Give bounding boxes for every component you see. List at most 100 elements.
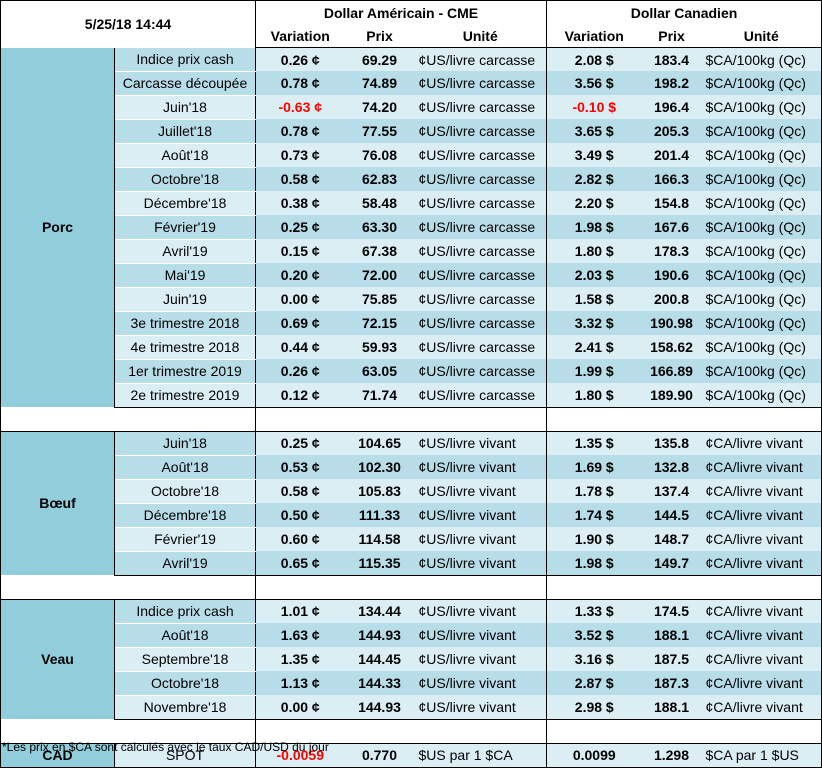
- boeuf-row: Octobre'18 0.58 ¢ 105.83 ¢US/livre vivant 1.…: [1, 479, 822, 504]
- spacer-row: [0, 407, 822, 432]
- porc-ca-prix: 205.3: [641, 119, 702, 143]
- porc-ca-variation: -0.10 $: [546, 95, 642, 119]
- porc-row: Décembre'18 0.38 ¢ 58.48 ¢US/livre carcasse…: [1, 191, 822, 216]
- porc-us-unite: ¢US/livre carcasse: [414, 95, 547, 119]
- porc-ca-unite: $CA/100kg (Qc): [701, 239, 822, 263]
- boeuf-contract-name: Juin'18: [114, 431, 256, 456]
- veau-us-unite: ¢US/livre vivant: [414, 599, 547, 623]
- porc-us-prix: 75.85: [344, 287, 415, 311]
- porc-contract-name: Mai'19: [114, 263, 256, 288]
- veau-ca-unite: ¢CA/livre vivant: [701, 695, 822, 720]
- us-group-header: Dollar Américain - CME: [255, 0, 547, 24]
- veau-us-unite: ¢US/livre vivant: [414, 623, 547, 647]
- veau-ca-unite: ¢CA/livre vivant: [701, 671, 822, 695]
- porc-ca-prix: 166.89: [641, 359, 702, 383]
- porc-us-prix: 63.05: [344, 359, 415, 383]
- porc-row: 2e trimestre 2019 0.12 ¢ 71.74 ¢US/livre ca…: [1, 383, 822, 408]
- boeuf-us-prix: 115.35: [344, 551, 415, 576]
- boeuf-row: Bœuf Juin'18 0.25 ¢ 104.65 ¢US/livre vivant 1…: [0, 431, 822, 575]
- boeuf-ca-variation: 1.35 $: [546, 431, 642, 455]
- boeuf-us-variation: 0.58 ¢: [255, 479, 345, 503]
- boeuf-us-unite: ¢US/livre vivant: [414, 431, 547, 455]
- porc-us-unite: ¢US/livre carcasse: [414, 119, 547, 143]
- boeuf-contract-name: Février'19: [114, 527, 256, 552]
- porc-contract-name: Juin'19: [114, 287, 256, 312]
- boeuf-us-unite: ¢US/livre vivant: [414, 503, 547, 527]
- veau-ca-prix: 174.5: [641, 599, 702, 623]
- boeuf-ca-unite: ¢CA/livre vivant: [701, 551, 822, 576]
- porc-ca-unite: $CA/100kg (Qc): [701, 215, 822, 239]
- timestamp: 5/25/18 14:44: [0, 0, 256, 48]
- porc-us-unite: ¢US/livre carcasse: [414, 143, 547, 167]
- veau-us-variation: 1.01 ¢: [255, 599, 345, 623]
- veau-us-prix: 144.93: [344, 623, 415, 647]
- ca-unite-header: Unité: [701, 24, 822, 48]
- veau-contract-name: Septembre'18: [114, 647, 256, 672]
- porc-ca-prix: 190.6: [641, 263, 702, 287]
- veau-us-variation: 1.63 ¢: [255, 623, 345, 647]
- boeuf-us-prix: 104.65: [344, 431, 415, 455]
- boeuf-us-variation: 0.25 ¢: [255, 431, 345, 455]
- boeuf-ca-variation: 1.90 $: [546, 527, 642, 551]
- header-row-2: Variation Prix Unité Variation Prix Unité: [1, 24, 822, 48]
- porc-ca-prix: 158.62: [641, 335, 702, 359]
- boeuf-row: Août'18 0.53 ¢ 102.30 ¢US/livre vivant 1.69 …: [1, 455, 822, 480]
- boeuf-ca-prix: 148.7: [641, 527, 702, 551]
- porc-row: Porc Indice prix cash 0.26 ¢ 69.29 ¢US/livre…: [0, 47, 822, 407]
- porc-ca-variation: 1.99 $: [546, 359, 642, 383]
- boeuf-row: Février'19 0.60 ¢ 114.58 ¢US/livre vivant 1.…: [1, 527, 822, 552]
- porc-us-unite: ¢US/livre carcasse: [414, 383, 547, 408]
- porc-us-variation: 0.69 ¢: [255, 311, 345, 335]
- cad-ca-variation: 0.0099: [546, 743, 642, 768]
- porc-us-variation: 0.78 ¢: [255, 71, 345, 95]
- cad-ca-prix: 1.298: [641, 743, 702, 768]
- porc-row: Juin'19 0.00 ¢ 75.85 ¢US/livre carcasse 1.58…: [1, 287, 822, 312]
- porc-us-variation: -0.63 ¢: [255, 95, 345, 119]
- boeuf-ca-unite: ¢CA/livre vivant: [701, 503, 822, 527]
- veau-us-variation: 1.35 ¢: [255, 647, 345, 671]
- boeuf-contract-name: Août'18: [114, 455, 256, 480]
- ca-prix-header: Prix: [641, 24, 702, 48]
- porc-row: Août'18 0.73 ¢ 76.08 ¢US/livre carcasse 3.49…: [1, 143, 822, 168]
- porc-ca-variation: 3.32 $: [546, 311, 642, 335]
- header-row-1: 5/25/18 14:44 Dollar Américain - CME Dolla…: [0, 0, 822, 48]
- porc-ca-prix: 189.90: [641, 383, 702, 408]
- porc-us-prix: 74.89: [344, 71, 415, 95]
- boeuf-us-variation: 0.50 ¢: [255, 503, 345, 527]
- boeuf-us-prix: 102.30: [344, 455, 415, 479]
- porc-contract-name: Décembre'18: [114, 191, 256, 216]
- porc-ca-variation: 1.80 $: [546, 383, 642, 408]
- porc-contract-name: Février'19: [114, 215, 256, 240]
- porc-ca-prix: 183.4: [641, 47, 702, 71]
- porc-us-variation: 0.58 ¢: [255, 167, 345, 191]
- porc-ca-unite: $CA/100kg (Qc): [701, 191, 822, 215]
- porc-ca-prix: 190.98: [641, 311, 702, 335]
- porc-row: Carcasse découpée 0.78 ¢ 74.89 ¢US/livre ca…: [1, 71, 822, 96]
- porc-us-prix: 63.30: [344, 215, 415, 239]
- porc-ca-prix: 154.8: [641, 191, 702, 215]
- veau-row: Novembre'18 0.00 ¢ 144.93 ¢US/livre vivant 2…: [1, 695, 822, 720]
- veau-row: Septembre'18 1.35 ¢ 144.45 ¢US/livre vivant…: [1, 647, 822, 672]
- porc-row: Juin'18 -0.63 ¢ 74.20 ¢US/livre carcasse -0.…: [1, 95, 822, 120]
- porc-ca-unite: $CA/100kg (Qc): [701, 335, 822, 359]
- porc-contract-name: Avril'19: [114, 239, 256, 264]
- veau-contract-name: Août'18: [114, 623, 256, 648]
- porc-us-unite: ¢US/livre carcasse: [414, 215, 547, 239]
- cad-us-unite: $US par 1 $CA: [414, 743, 547, 768]
- porc-us-prix: 69.29: [344, 47, 415, 71]
- porc-ca-variation: 3.56 $: [546, 71, 642, 95]
- boeuf-us-prix: 114.58: [344, 527, 415, 551]
- boeuf-ca-unite: ¢CA/livre vivant: [701, 527, 822, 551]
- veau-label: Veau: [0, 599, 115, 719]
- boeuf-us-prix: 111.33: [344, 503, 415, 527]
- porc-contract-name: Août'18: [114, 143, 256, 168]
- veau-us-unite: ¢US/livre vivant: [414, 671, 547, 695]
- porc-ca-variation: 1.80 $: [546, 239, 642, 263]
- porc-us-variation: 0.00 ¢: [255, 287, 345, 311]
- porc-ca-variation: 3.49 $: [546, 143, 642, 167]
- porc-ca-unite: $CA/100kg (Qc): [701, 359, 822, 383]
- porc-row: 1er trimestre 2019 0.26 ¢ 63.05 ¢US/livre c…: [1, 359, 822, 384]
- veau-us-variation: 1.13 ¢: [255, 671, 345, 695]
- porc-ca-variation: 2.82 $: [546, 167, 642, 191]
